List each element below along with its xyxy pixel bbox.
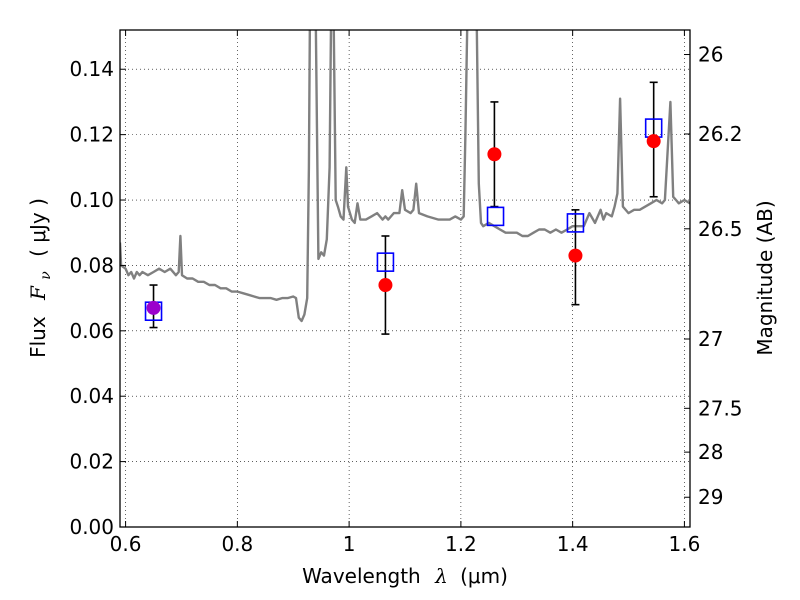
model-point-square xyxy=(486,206,505,227)
y-axis-label-unit: ( μJy ) xyxy=(26,198,50,257)
x-axis-label: Wavelength λ (μm) xyxy=(302,564,508,588)
y-tick-label: 0.10 xyxy=(69,188,114,212)
y2-axis-label: Magnitude (AB) xyxy=(753,200,777,355)
y-tick-label: 0.14 xyxy=(69,57,114,81)
mag-tick-label: 27.5 xyxy=(698,396,743,420)
y-tick-label: 0.08 xyxy=(69,253,114,277)
y-tick-label: 0.06 xyxy=(69,319,114,343)
model-spectrum-line xyxy=(120,30,690,323)
x-tick-label: 1.6 xyxy=(669,532,701,556)
y-axis-label: Flux F ν ( μJy ) xyxy=(26,198,55,358)
plot-background xyxy=(120,30,690,527)
observed-point xyxy=(378,278,393,293)
observed-point xyxy=(146,300,161,315)
mag-tick-label: 26.5 xyxy=(698,217,743,241)
observed-point xyxy=(487,147,502,162)
mag-tick-label: 29 xyxy=(698,485,723,509)
y-axis-label-text: Flux xyxy=(26,316,50,358)
y-tick-label: 0.12 xyxy=(69,123,114,147)
mag-tick-label: 28 xyxy=(698,440,723,464)
y-tick-label: 0.02 xyxy=(69,450,114,474)
mag-tick-label: 26.2 xyxy=(698,122,743,146)
y-axis-label-symbol: F xyxy=(26,285,50,301)
ticks: 0.6 0.8 1 1.2 1.4 1.6 0.00 0.02 0.04 0.06 0.08 0.10… xyxy=(69,30,743,556)
y-tick-label: 0.04 xyxy=(69,384,114,408)
mag-tick-label: 26 xyxy=(698,43,723,67)
mag-tick-label: 27 xyxy=(698,327,723,351)
y-tick-label: 0.00 xyxy=(69,515,114,539)
x-tick-label: 1.4 xyxy=(557,532,589,556)
x-tick-label: 0.6 xyxy=(110,532,142,556)
x-tick-label: 1.2 xyxy=(445,532,477,556)
plot-area xyxy=(120,30,690,335)
x-axis-label-text: Wavelength xyxy=(302,564,421,588)
model-point-square xyxy=(566,213,585,233)
observed-point xyxy=(568,248,583,263)
x-axis-label-unit: (μm) xyxy=(460,564,508,588)
observed-point xyxy=(646,134,661,149)
x-axis-label-symbol: λ xyxy=(434,564,448,588)
y-axis-label-subscript: ν xyxy=(38,271,54,280)
x-tick-label: 0.8 xyxy=(221,532,253,556)
model-point-square xyxy=(376,252,395,272)
plot-frame xyxy=(119,29,691,528)
x-tick-label: 1 xyxy=(343,532,356,556)
